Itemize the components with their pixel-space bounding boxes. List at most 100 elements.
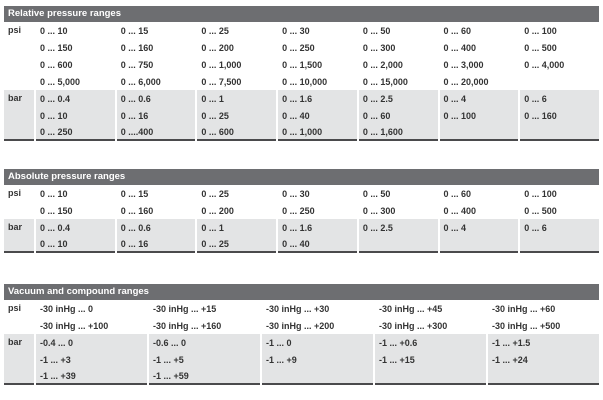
- table-row: 0 ... 250 0 ....400 0 ... 600 0 ... 1,000 0 …: [4, 124, 599, 141]
- range-cell: -30 inHg ... +15: [153, 303, 217, 314]
- range-cell: 0 ... 250: [36, 124, 115, 141]
- unit-label: psi: [8, 303, 22, 313]
- range-cell: 0 ... 150: [40, 205, 73, 216]
- unit-label: bar: [4, 219, 34, 253]
- range-cell: 0 ... 10: [36, 236, 115, 253]
- table-row: 0 ... 10 0 ... 16 0 ... 25 0 ... 40 0 ... 60…: [4, 107, 599, 124]
- range-cell: 0 ... 30: [282, 25, 310, 36]
- range-cell: 0 ... 1,000: [278, 124, 357, 141]
- table-row: 0 ... 150 0 ... 160 0 ... 200 0 ... 250 0 ..…: [4, 39, 599, 56]
- range-cell: 0 ... 10: [40, 25, 68, 36]
- table-row: psi -30 inHg ... 0 -30 inHg ... +15 -30 inH…: [4, 300, 599, 317]
- range-cell: 0 ... 1,600: [358, 124, 438, 141]
- table-row: -1 ... +39 -1 ... +59: [4, 368, 599, 385]
- table-title-vacuum: Vacuum and compound ranges: [4, 284, 599, 300]
- range-cell: 0 ... 1,500: [282, 59, 323, 70]
- table-row: bar -0.4 ... 0 -0.6 ... 0 -1 ... 0 -1 ... +0…: [4, 334, 599, 385]
- range-cell: -30 inHg ... +300: [379, 320, 448, 331]
- table-row: -1 ... +3 -1 ... +5 -1 ... +9 -1 ... +15 -1 …: [4, 351, 599, 368]
- range-cell: 0 ... 15: [120, 25, 149, 36]
- range-cell: 0 ... 6: [520, 90, 599, 107]
- range-cell: 0 ... 300: [362, 42, 396, 53]
- range-cell: 0 ... 50: [362, 25, 391, 36]
- table-row: -30 inHg ... +100 -30 inHg ... +160 -30 in…: [4, 317, 599, 334]
- range-cell: 0 ... 25: [201, 188, 229, 199]
- range-cell: 0 ... 100: [524, 25, 557, 36]
- table-vacuum-compound-ranges: Vacuum and compound ranges psi -30 inHg .…: [2, 284, 601, 385]
- table-relative-pressure-ranges: Relative pressure ranges psi 0 ... 10 0 ..…: [2, 6, 601, 141]
- datasheet-page: Relative pressure ranges psi 0 ... 10 0 ..…: [2, 6, 601, 385]
- range-cell: [262, 368, 373, 385]
- range-cell: 0 ... 10: [40, 188, 68, 199]
- range-cell: -1 ... +39: [36, 368, 147, 385]
- table-row: 0 ... 5,000 0 ... 6,000 0 ... 7,500 0 ... 1…: [4, 73, 599, 90]
- range-cell: -0.6 ... 0: [149, 334, 260, 351]
- relative-pressure-table: Relative pressure ranges psi 0 ... 10 0 ..…: [2, 6, 601, 141]
- range-cell: [520, 124, 599, 141]
- unit-label: psi: [8, 25, 22, 35]
- range-cell: 0 ... 160: [520, 107, 599, 124]
- range-cell: 0 ... 0.4: [36, 219, 115, 236]
- range-cell: 0 ... 0.4: [36, 90, 115, 107]
- range-cell: -30 inHg ... +60: [492, 303, 556, 314]
- range-cell: 0 ... 750: [120, 59, 154, 70]
- range-cell: -1 ... +59: [149, 368, 260, 385]
- range-cell: 0 ... 500: [524, 42, 557, 53]
- range-cell: 0 ... 0.6: [116, 90, 196, 107]
- table-title-absolute: Absolute pressure ranges: [4, 169, 599, 185]
- range-cell: 0 ... 600: [40, 59, 73, 70]
- range-cell: 0 ... 1: [197, 219, 277, 236]
- range-cell: 0 ... 10,000: [282, 76, 328, 87]
- table-title-relative: Relative pressure ranges: [4, 6, 599, 22]
- range-cell: [439, 236, 519, 253]
- range-cell: 0 ... 160: [120, 42, 154, 53]
- vacuum-compound-table: Vacuum and compound ranges psi -30 inHg .…: [2, 284, 601, 385]
- range-cell: -1 ... +24: [488, 351, 599, 368]
- range-cell: 0 ... 1: [197, 90, 277, 107]
- absolute-pressure-table: Absolute pressure ranges psi 0 ... 10 0 ..…: [2, 169, 601, 253]
- range-cell: 0 ... 400: [443, 205, 477, 216]
- range-cell: 0 ... 20,000: [443, 76, 489, 87]
- range-cell: -30 inHg ... 0: [40, 303, 94, 314]
- range-cell: 0 ... 25: [197, 236, 277, 253]
- range-cell: [358, 236, 438, 253]
- range-cell: 0 ... 4: [439, 219, 519, 236]
- range-cell: -30 inHg ... +200: [266, 320, 335, 331]
- unit-label: bar: [4, 90, 34, 141]
- range-cell: 0 ... 5,000: [40, 76, 81, 87]
- range-cell: [488, 368, 599, 385]
- range-cell: 0 ... 150: [40, 42, 73, 53]
- range-cell: 0 ... 3,000: [443, 59, 484, 70]
- range-cell: 0 ... 2.5: [358, 90, 438, 107]
- range-cell: -1 ... +1.5: [488, 334, 599, 351]
- range-cell: [439, 124, 519, 141]
- range-cell: 0 ... 200: [201, 42, 234, 53]
- range-cell: -1 ... 0: [262, 334, 373, 351]
- range-cell: [375, 368, 486, 385]
- table-row: psi 0 ... 10 0 ... 15 0 ... 25 0 ... 30 0 ...…: [4, 22, 599, 39]
- range-cell: 0 ... 100: [524, 188, 557, 199]
- range-cell: -1 ... +9: [262, 351, 373, 368]
- range-cell: 0 ....400: [116, 124, 196, 141]
- range-cell: 0 ... 250: [282, 42, 315, 53]
- range-cell: 0 ... 160: [120, 205, 154, 216]
- range-cell: 0 ... 400: [443, 42, 477, 53]
- range-cell: 0 ... 6: [520, 219, 599, 236]
- range-cell: -0.4 ... 0: [36, 334, 147, 351]
- range-cell: 0 ... 15,000: [362, 76, 408, 87]
- range-cell: 0 ... 25: [197, 107, 277, 124]
- table-row: 0 ... 600 0 ... 750 0 ... 1,000 0 ... 1,500…: [4, 56, 599, 73]
- range-cell: 0 ... 16: [116, 236, 196, 253]
- table-row: psi 0 ... 10 0 ... 15 0 ... 25 0 ... 30 0 ...…: [4, 185, 599, 202]
- table-absolute-pressure-ranges: Absolute pressure ranges psi 0 ... 10 0 ..…: [2, 169, 601, 253]
- range-cell: 0 ... 60: [443, 188, 472, 199]
- range-cell: 0 ... 200: [201, 205, 234, 216]
- range-cell: 0 ... 6,000: [120, 76, 161, 87]
- range-cell: -30 inHg ... +160: [153, 320, 222, 331]
- range-cell: [520, 73, 599, 90]
- range-cell: -30 inHg ... +500: [492, 320, 561, 331]
- range-cell: -30 inHg ... +100: [40, 320, 109, 331]
- range-cell: 0 ... 7,500: [201, 76, 242, 87]
